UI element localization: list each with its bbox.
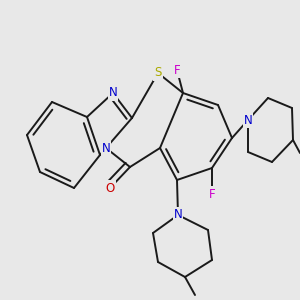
Text: S: S [154,67,162,80]
Text: O: O [105,182,115,194]
Text: F: F [209,188,215,200]
Text: F: F [174,64,180,76]
Text: N: N [244,113,252,127]
Text: N: N [109,86,117,100]
Text: N: N [174,208,182,221]
Text: N: N [102,142,110,154]
